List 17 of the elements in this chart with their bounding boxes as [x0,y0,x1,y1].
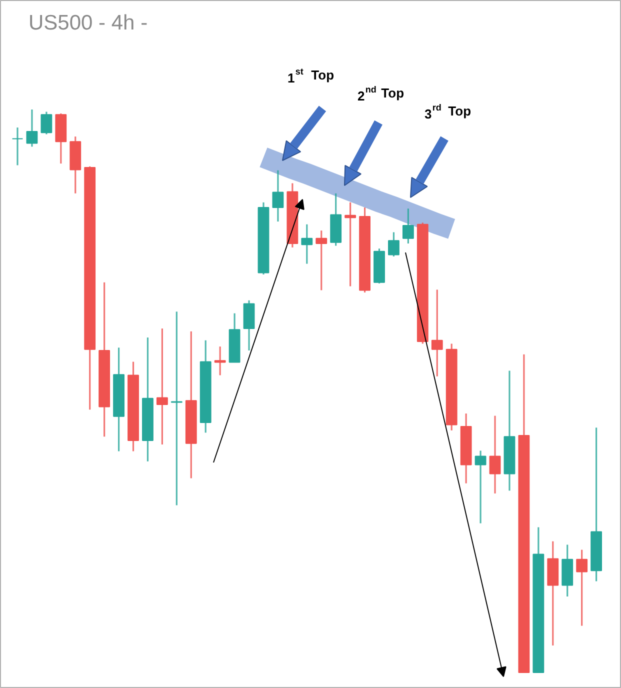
candlestick [344,202,356,288]
candlestick [388,231,400,258]
candlestick [272,170,284,222]
candlestick [576,548,588,627]
candlestick [316,230,328,292]
candlestick [26,108,38,148]
chart-title: US500 - 4h - [28,12,148,34]
candlestick [301,224,313,265]
candlestick [170,310,182,506]
candlestick [12,126,24,166]
candlestick [431,288,443,378]
candlestick [156,328,168,446]
candlestick [214,346,226,376]
candlestick [402,208,414,244]
candlestick [474,450,486,524]
candlestick [489,414,501,494]
candlestick [40,110,52,136]
